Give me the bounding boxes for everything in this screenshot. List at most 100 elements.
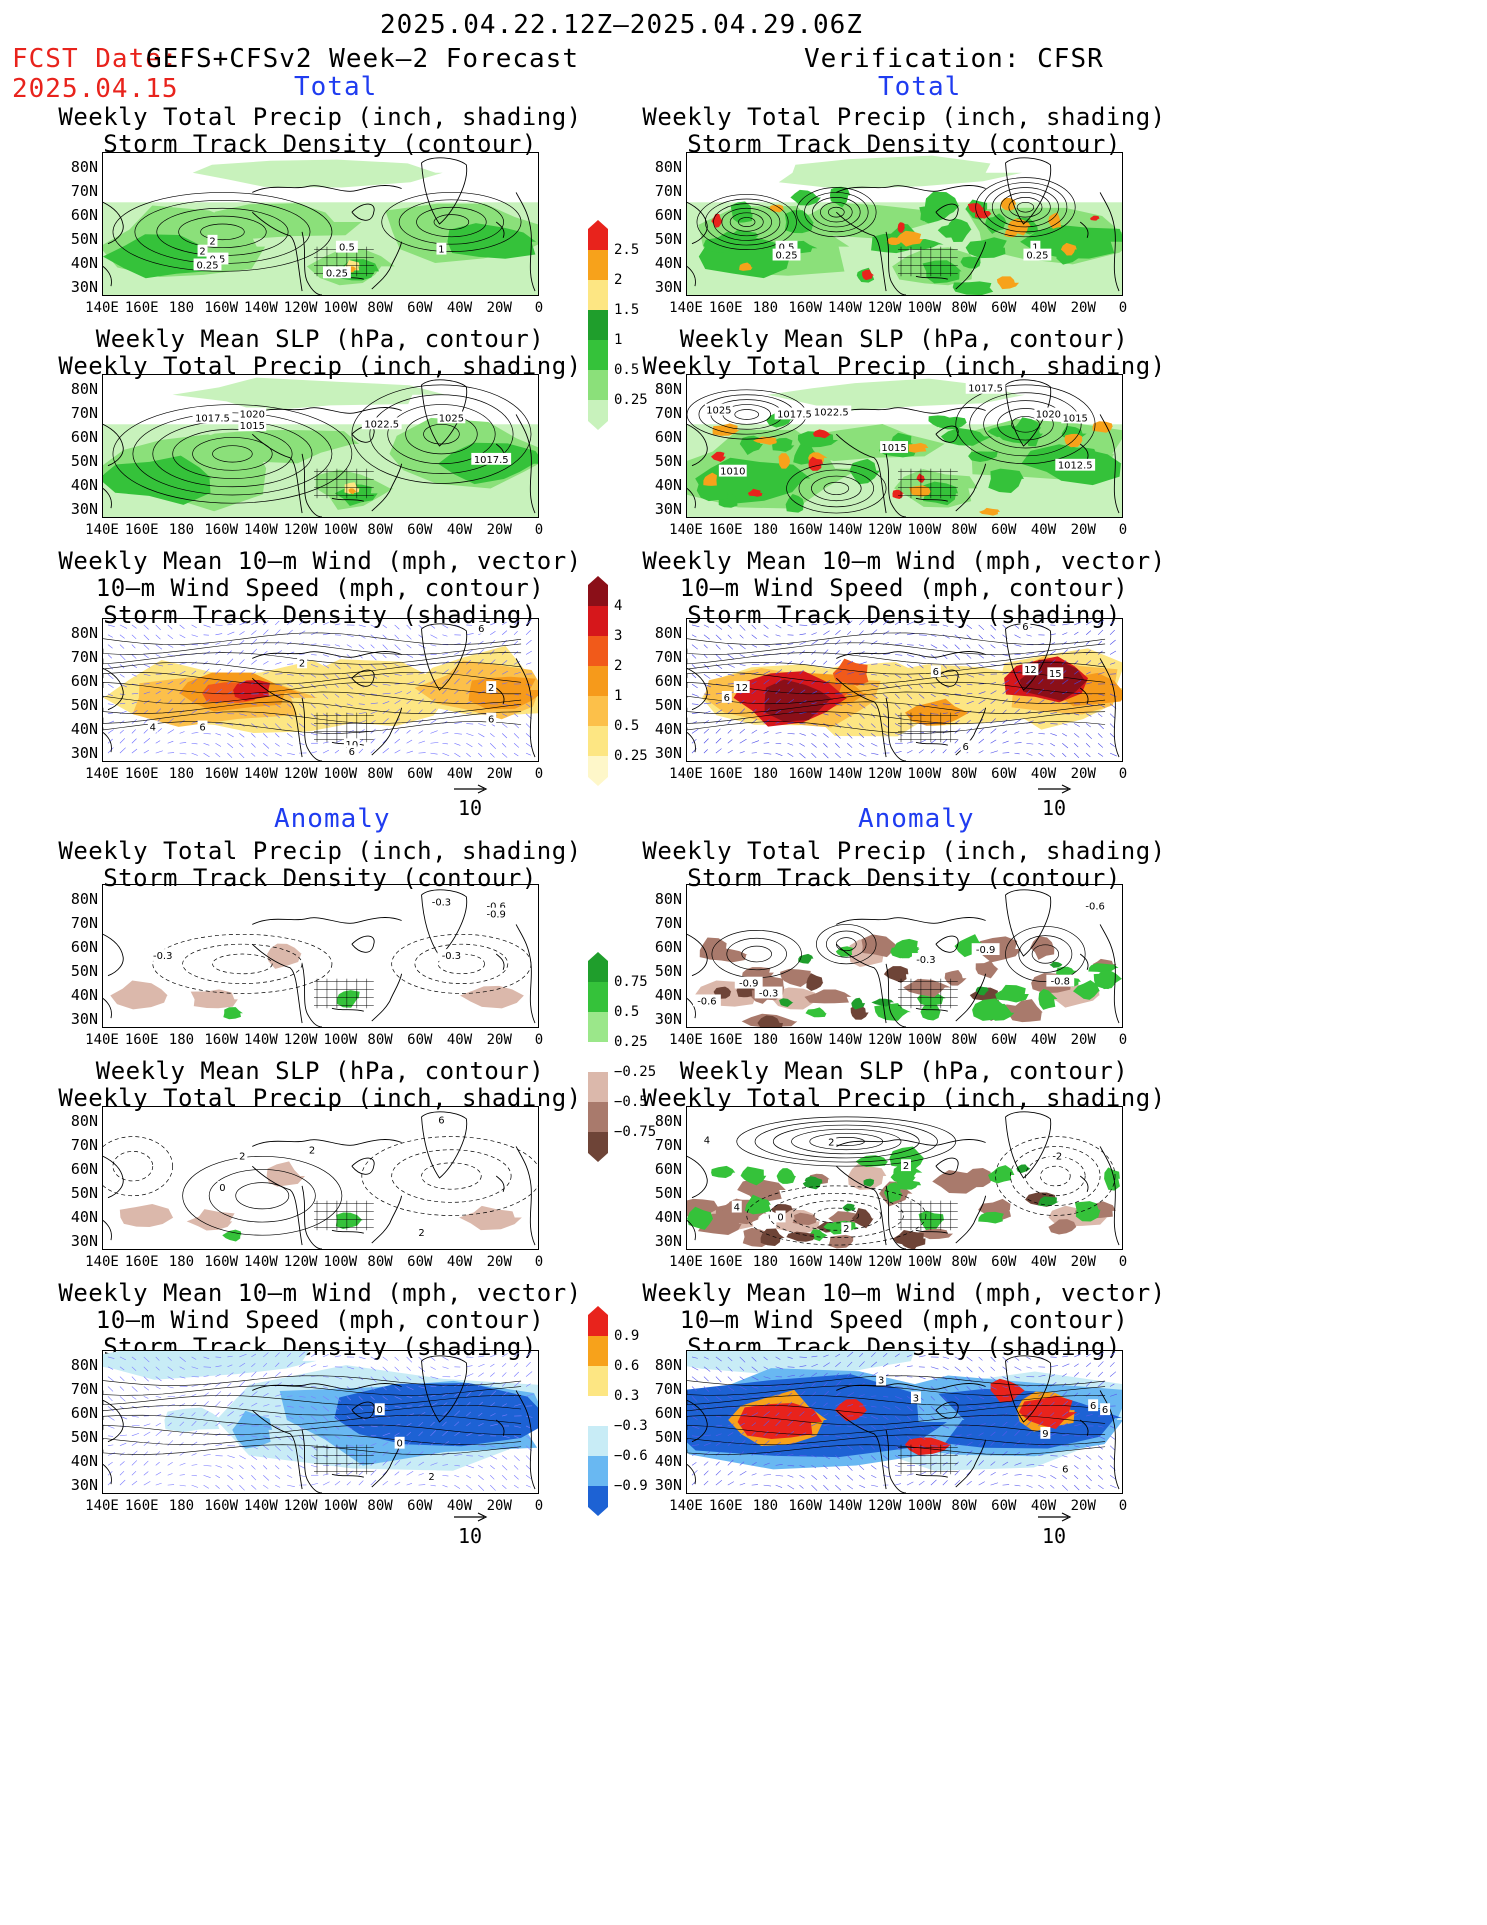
svg-text:12: 12 (735, 683, 748, 694)
lon-tick-label: 100W (907, 522, 942, 538)
svg-text:-0.6: -0.6 (486, 902, 505, 913)
colorbar-swatch (588, 1132, 608, 1162)
svg-text:6: 6 (478, 624, 484, 635)
lat-tick-label: 80N (654, 380, 682, 398)
svg-text:-0.3: -0.3 (759, 988, 778, 999)
lon-tick-label: 100W (907, 1032, 942, 1048)
vector-reference-label: 10 (457, 1524, 483, 1548)
vector-reference-arrow (1038, 784, 1072, 794)
colorbar-swatch (588, 1426, 608, 1456)
contour-label: -0.3 (437, 949, 466, 962)
lon-tick-label: 20W (1070, 300, 1096, 316)
lon-tick-label: 40W (1030, 522, 1057, 538)
svg-text:6: 6 (1102, 1405, 1108, 1416)
contour-label: 3 (876, 1373, 887, 1387)
svg-text:2: 2 (428, 1472, 434, 1483)
lon-tick-label: 160E (708, 300, 743, 316)
contour-label: 1025 (437, 411, 466, 424)
colorbar-tick-label: −0.75 (614, 1124, 657, 1140)
svg-text:2: 2 (488, 683, 494, 694)
lon-tick-label: 140E (669, 1254, 703, 1270)
contour-label: 0.5 (775, 240, 798, 254)
map-obs-anom-precip: -0.6 -0.9 -0.3 -0.9 -0.8 -0.6 -0.3 (686, 884, 1123, 1028)
lon-tick-label: 120W (867, 300, 902, 316)
svg-text:2: 2 (209, 237, 215, 248)
lon-tick-label: 20W (486, 1032, 512, 1048)
svg-text:0.25: 0.25 (775, 251, 797, 262)
lat-tick-label: 70N (654, 1136, 682, 1154)
contour-label: 1022.5 (811, 405, 852, 418)
lon-tick-label: 60W (991, 522, 1017, 538)
lon-tick-label: 140W (244, 766, 278, 782)
lat-tick-label: 60N (654, 938, 682, 956)
lat-tick-label: 50N (654, 452, 682, 470)
contour-label: 6 (1088, 1399, 1099, 1412)
lon-tick-label: 140E (85, 766, 119, 782)
svg-text:3: 3 (878, 1376, 884, 1387)
svg-text:1010: 1010 (720, 467, 745, 478)
colorbar-swatch (588, 280, 608, 310)
lon-tick-label: 140W (828, 1254, 862, 1270)
lat-tick-label: 60N (654, 1404, 682, 1422)
svg-text:6: 6 (349, 747, 355, 758)
lon-tick-label: 180 (752, 1254, 779, 1270)
lon-tick-label: 60W (407, 1254, 433, 1270)
contour-label: 2 (207, 234, 218, 248)
contour-label: 6 (436, 1113, 447, 1127)
colorbar-tick-label: −0.5 (614, 1094, 648, 1110)
lon-tick-label: 160W (788, 766, 823, 782)
svg-text:-0.9: -0.9 (976, 945, 995, 956)
lon-tick-label: 80W (951, 522, 977, 538)
lat-tick-label: 80N (70, 1112, 98, 1130)
lon-tick-label: 0 (1118, 1032, 1128, 1048)
lon-tick-label: 180 (168, 1498, 195, 1514)
lat-tick-label: 60N (70, 672, 98, 690)
colorbar-swatch (588, 1102, 608, 1132)
lon-tick-label: 40W (1030, 300, 1057, 316)
lon-tick-label: 160E (708, 522, 743, 538)
title-obs-slp: Weekly Mean SLP (hPa, contour) Weekly To… (642, 325, 1166, 380)
lon-tick-label: 20W (486, 1498, 512, 1514)
lon-tick-label: 80W (367, 300, 393, 316)
fcst-date-value: 2025.04.15 (12, 74, 179, 104)
svg-text:6: 6 (1090, 1401, 1096, 1412)
colorbar-swatch (588, 726, 608, 756)
svg-text:-0.3: -0.3 (432, 898, 451, 909)
svg-text:4: 4 (704, 1136, 710, 1147)
colorbar-tick-label: 0.5 (614, 718, 640, 734)
vector-reference-label: 10 (1041, 1524, 1067, 1548)
lon-tick-label: 140E (669, 1032, 703, 1048)
contour-label: 15 (1047, 667, 1064, 680)
colorbar-tick-label: 3 (614, 628, 623, 644)
svg-text:1012.5: 1012.5 (1058, 461, 1093, 472)
lat-tick-label: 70N (654, 914, 682, 932)
lon-tick-label: 80W (367, 522, 393, 538)
contour-label: -0.9 (734, 976, 763, 990)
lon-tick-label: 0 (534, 300, 544, 316)
colorbar-swatch (588, 1306, 608, 1336)
svg-text:0.25: 0.25 (1026, 251, 1048, 262)
lon-tick-label: 140W (828, 522, 862, 538)
vector-reference-arrow (1038, 1512, 1072, 1522)
svg-text:-0.8: -0.8 (1051, 977, 1070, 988)
lon-tick-label: 140W (828, 300, 862, 316)
lon-tick-label: 20W (486, 766, 512, 782)
lon-tick-label: 160W (204, 1032, 239, 1048)
contour-label: 1017.5 (965, 381, 1006, 395)
svg-text:2: 2 (299, 658, 305, 669)
section-total-left: Total (294, 72, 378, 102)
lon-tick-label: 40W (446, 1254, 473, 1270)
lon-tick-label: 160W (788, 1498, 823, 1514)
colorbar-swatch (588, 400, 608, 430)
lon-tick-label: 180 (168, 766, 195, 782)
lon-tick-label: 0 (1118, 1254, 1128, 1270)
colorbar-swatch (588, 250, 608, 280)
lon-tick-label: 100W (323, 1498, 358, 1514)
colorbar-tick-label: 1.5 (614, 302, 640, 318)
lon-tick-label: 60W (407, 1498, 433, 1514)
lon-tick-label: 160E (708, 1254, 743, 1270)
fcst-date-label: FCST Date: (12, 44, 179, 74)
contour-label: 1015 (1061, 411, 1090, 424)
contour-label: 4 (701, 1133, 712, 1147)
